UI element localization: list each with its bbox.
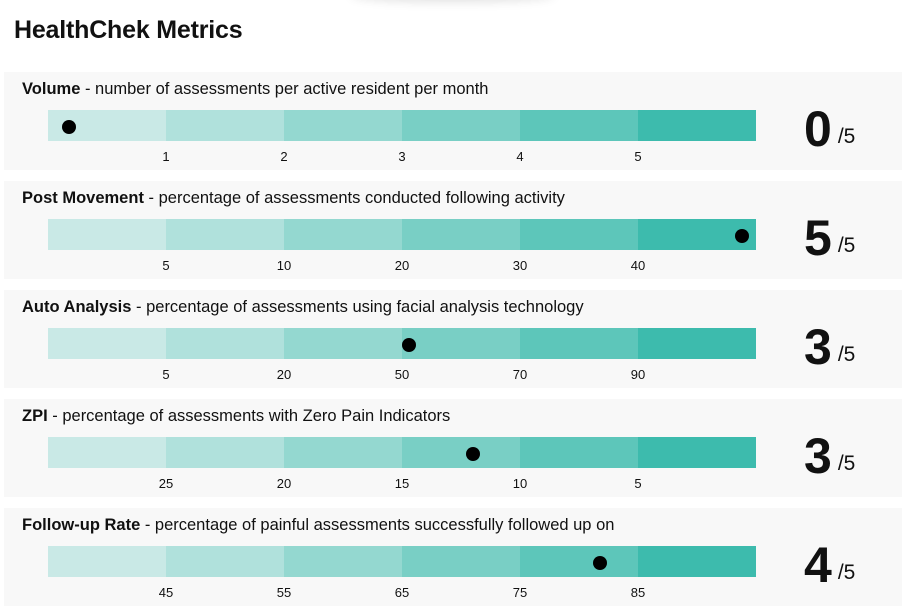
scale-segment (48, 437, 166, 468)
scale-segment (166, 110, 284, 141)
value-marker (62, 120, 77, 134)
tick-label: 45 (158, 585, 174, 600)
tick-label: 4 (516, 149, 524, 164)
tick-label: 10 (276, 258, 292, 273)
rating-scale-bar (48, 328, 756, 359)
rating-scale-bar (48, 546, 756, 577)
score-value: 3 (804, 319, 832, 375)
page-title: HealthChek Metrics (14, 16, 243, 44)
metric-description-text: - percentage of assessments conducted fo… (143, 189, 565, 207)
tick-label: 90 (630, 367, 646, 382)
tick-label: 5 (162, 258, 170, 273)
scale-segment (48, 219, 166, 250)
tick-label: 85 (630, 585, 646, 600)
scale-segment (48, 546, 166, 577)
score-display: 4/5 (804, 530, 894, 590)
score-display: 5/5 (804, 203, 894, 263)
score-value: 4 (804, 537, 832, 593)
scale-segment (284, 219, 402, 250)
metric-name: ZPI (22, 407, 48, 425)
score-max: /5 (837, 234, 856, 257)
tick-label: 5 (634, 149, 642, 164)
scale-segment (48, 328, 166, 359)
score-value: 5 (804, 210, 832, 266)
tick-label: 50 (394, 367, 410, 382)
metric-description-text: - percentage of painful assessments succ… (140, 516, 615, 534)
scale-segment (520, 328, 638, 359)
score-display: 0/5 (804, 94, 894, 154)
rating-scale-bar (48, 219, 756, 250)
tick-label: 65 (394, 585, 410, 600)
value-marker (734, 229, 749, 243)
metric-card: Follow-up Rate - percentage of painful a… (4, 508, 902, 606)
metric-name: Volume (22, 80, 81, 98)
metric-description-text: - number of assessments per active resid… (80, 80, 489, 98)
tick-label: 25 (158, 476, 174, 491)
score-max: /5 (837, 343, 856, 366)
tick-label: 3 (398, 149, 406, 164)
scale-segment (638, 546, 756, 577)
scale-segment (638, 328, 756, 359)
value-marker (593, 556, 608, 570)
tick-label: 75 (512, 585, 528, 600)
metric-card: ZPI - percentage of assessments with Zer… (4, 399, 902, 497)
metric-description: Follow-up Rate - percentage of painful a… (22, 516, 614, 535)
tick-label: 15 (394, 476, 410, 491)
scale-segment (638, 110, 756, 141)
scale-segment (166, 219, 284, 250)
tick-label: 20 (394, 258, 410, 273)
metric-card: Post Movement - percentage of assessment… (4, 181, 902, 279)
score-display: 3/5 (804, 421, 894, 481)
score-value: 0 (804, 101, 832, 157)
value-marker (402, 338, 417, 352)
tick-label: 5 (634, 476, 642, 491)
tick-label: 30 (512, 258, 528, 273)
tick-label: 70 (512, 367, 528, 382)
tick-label: 2 (280, 149, 288, 164)
metric-description-text: - percentage of assessments with Zero Pa… (47, 407, 451, 425)
scale-segment (638, 437, 756, 468)
scale-segment (402, 437, 520, 468)
tick-label: 5 (162, 367, 170, 382)
scale-segment (284, 546, 402, 577)
metric-name: Post Movement (22, 189, 144, 207)
metric-card: Volume - number of assessments per activ… (4, 72, 902, 170)
scale-segment (520, 546, 638, 577)
scale-segment (166, 546, 284, 577)
tick-label: 10 (512, 476, 528, 491)
tick-label: 20 (276, 476, 292, 491)
metric-description: ZPI - percentage of assessments with Zer… (22, 407, 450, 426)
rating-scale-bar (48, 110, 756, 141)
metric-name: Auto Analysis (22, 298, 132, 316)
score-max: /5 (837, 452, 856, 475)
scale-segment (166, 328, 284, 359)
metric-description: Volume - number of assessments per activ… (22, 80, 488, 99)
scale-segment (284, 110, 402, 141)
scale-segment (402, 546, 520, 577)
scale-segment (284, 437, 402, 468)
scale-segment (166, 437, 284, 468)
score-value: 3 (804, 428, 832, 484)
scale-segment (520, 219, 638, 250)
metric-description: Auto Analysis - percentage of assessment… (22, 298, 584, 317)
metric-name: Follow-up Rate (22, 516, 141, 534)
score-display: 3/5 (804, 312, 894, 372)
metric-description-text: - percentage of assessments using facial… (131, 298, 584, 316)
tick-label: 55 (276, 585, 292, 600)
tick-label: 1 (162, 149, 170, 164)
scale-segment (284, 328, 402, 359)
scale-segment (402, 110, 520, 141)
score-max: /5 (837, 125, 856, 148)
metric-card: Auto Analysis - percentage of assessment… (4, 290, 902, 388)
tick-label: 40 (630, 258, 646, 273)
scale-segment (402, 219, 520, 250)
value-marker (465, 447, 480, 461)
rating-scale-bar (48, 437, 756, 468)
scale-segment (402, 328, 520, 359)
tick-label: 20 (276, 367, 292, 382)
score-max: /5 (837, 561, 856, 584)
scale-segment (520, 110, 638, 141)
scale-segment (520, 437, 638, 468)
metric-description: Post Movement - percentage of assessment… (22, 189, 565, 208)
